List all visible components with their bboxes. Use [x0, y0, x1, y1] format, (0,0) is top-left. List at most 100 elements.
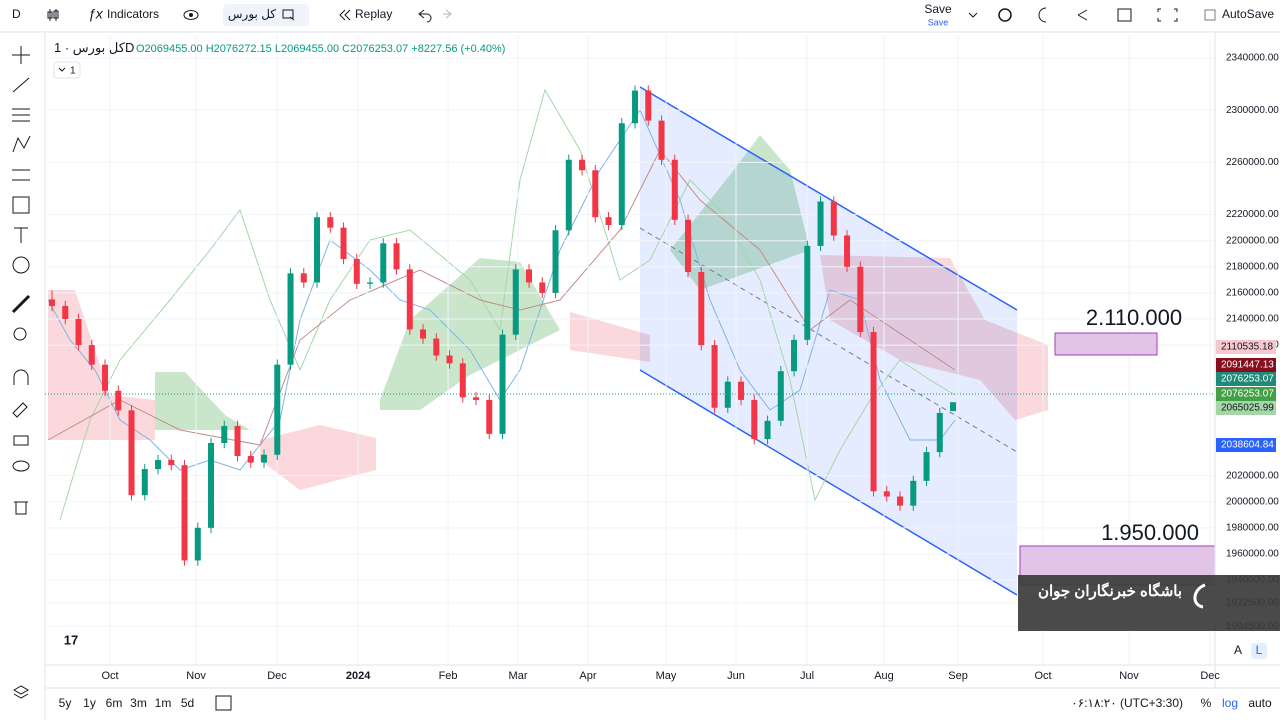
- candle-body: [75, 319, 82, 346]
- crosshair-tool[interactable]: [12, 46, 30, 64]
- candle-body: [420, 329, 427, 339]
- candle-body: [512, 269, 519, 335]
- eye-icon[interactable]: [183, 10, 199, 20]
- x-tick-label: Jun: [727, 670, 745, 682]
- y-tick-label: 1960000.00: [1226, 549, 1279, 560]
- trendline-tool[interactable]: [12, 77, 30, 93]
- candle-body: [923, 452, 930, 481]
- y-tick-label: 2180000.00: [1226, 261, 1279, 272]
- x-tick-label: Oct: [101, 670, 118, 682]
- channel-lower: [639, 369, 1018, 596]
- collapse-button[interactable]: [53, 61, 81, 79]
- tv-logo-text: 17: [64, 632, 78, 647]
- tv-logo: [56, 628, 86, 654]
- theme-icon[interactable]: [1038, 7, 1047, 23]
- date-range-icon[interactable]: [215, 695, 232, 711]
- collapse-arrow: [58, 67, 66, 72]
- snapshot-icon[interactable]: [1117, 8, 1132, 22]
- y-tick-label: 2200000.00: [1226, 235, 1279, 246]
- candle-body: [804, 245, 811, 340]
- candle-body: [605, 217, 612, 226]
- settings-icon[interactable]: [998, 8, 1012, 22]
- symbol-text: کل بورس: [228, 7, 276, 21]
- candle-body: [817, 201, 824, 246]
- layers-button[interactable]: [12, 685, 30, 699]
- zoom-tool[interactable]: [13, 327, 27, 341]
- parallel-channel: [640, 87, 1017, 595]
- legend-ohlc: O2069455.00 H2076272.15 L2069455.00 C207…: [136, 43, 505, 55]
- candle-body: [181, 465, 188, 561]
- target-label: 2.110.000: [1086, 305, 1182, 330]
- support-label: 1.950.000: [1101, 520, 1199, 545]
- price-tag-label: 2065025.99: [1221, 403, 1274, 414]
- save-dropdown[interactable]: [968, 12, 978, 18]
- x-tick-label: Aug: [874, 670, 894, 682]
- symbol-legend: کل بورس · 1D O2069455.00 H2076272.15 L20…: [53, 40, 505, 654]
- range-button[interactable]: 5y: [59, 696, 72, 710]
- fib-tool[interactable]: [12, 108, 30, 122]
- lock-tool[interactable]: [13, 435, 29, 446]
- candle-body: [208, 442, 215, 528]
- magnet-tool[interactable]: [13, 369, 29, 385]
- candle-body: [950, 402, 957, 412]
- range-button[interactable]: 1m: [155, 696, 172, 710]
- autosave-checkbox[interactable]: [1204, 9, 1216, 21]
- fx-icon: ƒx: [88, 6, 104, 22]
- candle-body: [300, 273, 307, 283]
- candle-body: [353, 258, 360, 284]
- candle-body: [49, 299, 56, 306]
- undo-icon[interactable]: [418, 9, 432, 23]
- interval-button[interactable]: D: [12, 7, 21, 21]
- candle-body: [645, 90, 652, 121]
- lock-draw-tool[interactable]: [12, 402, 28, 418]
- price-tag-label: 2038604.84: [1221, 440, 1274, 451]
- text-tool[interactable]: [14, 227, 28, 243]
- candle-body: [711, 345, 718, 408]
- legend-low: L2069455.00: [275, 43, 339, 55]
- x-tick-label: Oct: [1034, 670, 1051, 682]
- chart-type-icon[interactable]: [47, 9, 59, 21]
- candle-body: [579, 159, 586, 171]
- y-tick-label: 2300000.00: [1226, 105, 1279, 116]
- range-button[interactable]: 6m: [106, 696, 123, 710]
- candle-body: [870, 332, 877, 492]
- candle-body: [221, 426, 228, 443]
- target-box: [1054, 332, 1158, 356]
- x-tick-label: Apr: [579, 670, 596, 682]
- range-button[interactable]: 3m: [130, 696, 147, 710]
- candle-body: [88, 345, 95, 365]
- legend-close: C2076253.07: [342, 43, 408, 55]
- candle-body: [777, 371, 784, 421]
- shape-tool[interactable]: [12, 196, 30, 214]
- projection-tool[interactable]: [12, 169, 30, 181]
- watermark-text: باشگاه خبرنگاران جوان: [1038, 582, 1182, 600]
- price-tag-label: 2076253.07: [1221, 374, 1274, 385]
- range-button[interactable]: 1y: [83, 696, 96, 710]
- replay-icon[interactable]: [339, 9, 351, 21]
- ichimoku-cloud-bull: [155, 372, 250, 430]
- range-button[interactable]: 5d: [181, 696, 194, 710]
- save-button[interactable]: Save: [924, 2, 952, 16]
- y-tick-label: 2020000.00: [1226, 470, 1279, 481]
- delete-tool[interactable]: [14, 501, 28, 515]
- auto-scale-a[interactable]: A: [1234, 643, 1242, 657]
- fullscreen-icon[interactable]: [1157, 8, 1178, 22]
- redo-icon[interactable]: [443, 9, 452, 19]
- replay-button[interactable]: Replay: [355, 7, 392, 21]
- emoji-tool[interactable]: [12, 256, 30, 274]
- legend-high: H2076272.15: [206, 43, 272, 55]
- log-scale-l[interactable]: L: [1256, 643, 1263, 657]
- pattern-tool[interactable]: [12, 135, 31, 153]
- price-tag: [1216, 401, 1276, 415]
- auto-toggle[interactable]: auto: [1248, 696, 1272, 710]
- ichimoku-cloud-bear: [820, 255, 1048, 420]
- percent-toggle[interactable]: %: [1201, 696, 1212, 710]
- indicators-button[interactable]: Indicators: [107, 7, 159, 21]
- measure-tool[interactable]: [11, 294, 31, 314]
- hide-tool[interactable]: [12, 460, 30, 472]
- legend-symbol: کل بورس · 1D: [54, 40, 134, 56]
- log-toggle[interactable]: log: [1222, 696, 1238, 710]
- ichimoku-cloud-bear: [260, 425, 376, 490]
- share-icon[interactable]: [1077, 9, 1088, 21]
